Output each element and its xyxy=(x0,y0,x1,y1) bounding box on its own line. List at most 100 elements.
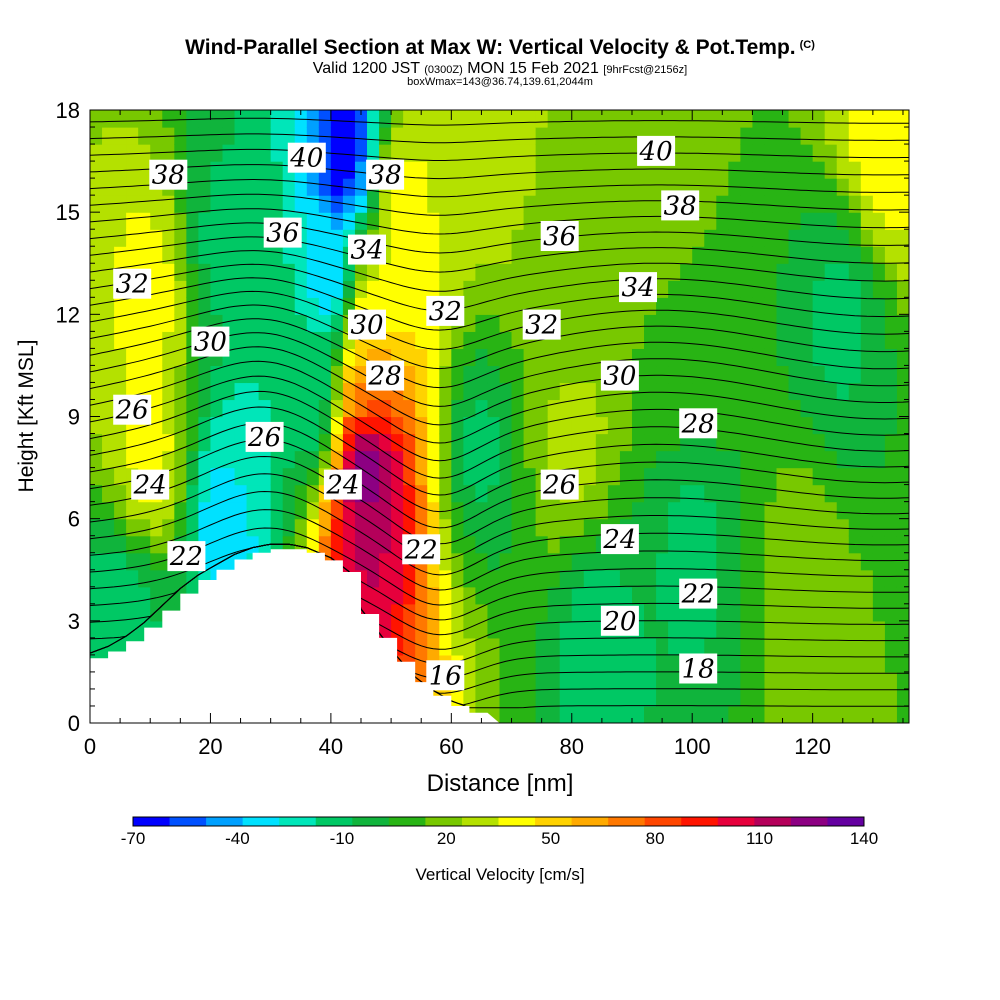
velocity-cell xyxy=(824,314,838,332)
velocity-cell xyxy=(571,433,585,452)
velocity-cell xyxy=(571,637,585,656)
velocity-cell xyxy=(318,331,332,349)
velocity-cell xyxy=(222,263,236,281)
velocity-cell xyxy=(198,433,212,452)
velocity-cell xyxy=(692,127,705,145)
velocity-cell xyxy=(547,127,561,145)
velocity-cell xyxy=(523,484,537,503)
velocity-cell xyxy=(342,110,356,128)
velocity-cell xyxy=(499,178,513,196)
velocity-cell xyxy=(403,467,416,486)
isentrope-label: 22 xyxy=(679,578,718,610)
velocity-cell xyxy=(391,246,404,264)
isentrope-label-text: 30 xyxy=(194,328,227,358)
velocity-cell xyxy=(896,178,909,196)
velocity-cell xyxy=(367,416,380,435)
velocity-cell xyxy=(872,467,886,486)
velocity-cell xyxy=(776,467,790,486)
velocity-cell xyxy=(896,467,909,486)
velocity-cell xyxy=(222,297,236,315)
velocity-cell xyxy=(812,654,826,673)
velocity-cell xyxy=(872,450,886,469)
velocity-cell xyxy=(523,229,537,247)
velocity-cell xyxy=(126,178,139,196)
velocity-cell xyxy=(294,246,308,264)
velocity-cell xyxy=(716,688,729,707)
velocity-cell xyxy=(668,603,681,622)
velocity-cell xyxy=(619,246,633,264)
velocity-cell xyxy=(740,110,754,128)
velocity-cell xyxy=(656,671,669,690)
colorbar-swatch xyxy=(133,817,170,826)
velocity-cell xyxy=(294,501,308,520)
velocity-cell xyxy=(571,127,585,145)
velocity-cell xyxy=(463,331,477,349)
velocity-cell xyxy=(150,450,163,469)
velocity-cell xyxy=(174,229,187,247)
velocity-cell xyxy=(656,552,669,571)
velocity-cell xyxy=(764,518,778,537)
velocity-cell xyxy=(800,654,814,673)
velocity-cell xyxy=(860,518,874,537)
velocity-cell xyxy=(836,450,850,469)
velocity-cell xyxy=(282,297,296,315)
velocity-cell xyxy=(114,161,127,179)
velocity-cell xyxy=(740,484,754,503)
velocity-cell xyxy=(126,603,139,622)
velocity-cell xyxy=(631,637,645,656)
velocity-cell xyxy=(848,399,862,418)
velocity-cell xyxy=(848,382,862,401)
velocity-cell xyxy=(872,382,886,401)
velocity-cell xyxy=(571,161,585,179)
velocity-cell xyxy=(619,212,633,230)
velocity-cell xyxy=(764,535,778,554)
isentrope-line xyxy=(90,236,909,273)
velocity-cell xyxy=(788,110,802,128)
velocity-cell xyxy=(475,110,489,128)
velocity-cell xyxy=(571,654,585,673)
velocity-cell xyxy=(451,229,464,247)
velocity-cell xyxy=(896,518,909,537)
velocity-cell xyxy=(114,467,127,486)
velocity-cell xyxy=(523,688,537,707)
velocity-cell xyxy=(896,637,909,656)
velocity-cell xyxy=(872,688,886,707)
velocity-cell xyxy=(126,212,139,230)
velocity-cell xyxy=(559,365,573,384)
velocity-cell xyxy=(427,637,440,656)
isentrope-label-text: 38 xyxy=(369,161,402,191)
velocity-cell xyxy=(234,178,248,196)
y-tick-label: 6 xyxy=(68,507,80,532)
velocity-cell xyxy=(872,365,886,384)
velocity-cell xyxy=(126,433,139,452)
velocity-cell xyxy=(607,229,621,247)
velocity-cell xyxy=(210,127,224,145)
velocity-cell xyxy=(583,382,597,401)
velocity-cell xyxy=(499,127,513,145)
isentrope-label-text: 30 xyxy=(603,362,636,392)
velocity-cell xyxy=(342,501,356,520)
velocity-cell xyxy=(511,365,525,384)
velocity-cell xyxy=(198,365,212,384)
velocity-cell xyxy=(270,484,284,503)
velocity-cell xyxy=(607,501,621,520)
velocity-cell xyxy=(728,212,741,230)
velocity-cell xyxy=(668,501,681,520)
velocity-cell xyxy=(884,297,898,315)
velocity-cell xyxy=(668,620,681,639)
velocity-cell xyxy=(824,450,838,469)
velocity-cell xyxy=(680,365,693,384)
velocity-cell xyxy=(90,110,103,128)
velocity-cell xyxy=(619,637,633,656)
velocity-cell xyxy=(222,144,236,162)
velocity-cell xyxy=(752,705,766,723)
velocity-cell xyxy=(234,484,248,503)
velocity-cell xyxy=(403,127,416,145)
velocity-cell xyxy=(499,263,513,281)
isentrope-label: 22 xyxy=(167,541,206,572)
velocity-cell xyxy=(342,450,356,469)
velocity-cell xyxy=(896,161,909,179)
velocity-cell xyxy=(403,399,416,418)
velocity-cell xyxy=(270,348,284,367)
isentrope-line xyxy=(90,164,909,180)
